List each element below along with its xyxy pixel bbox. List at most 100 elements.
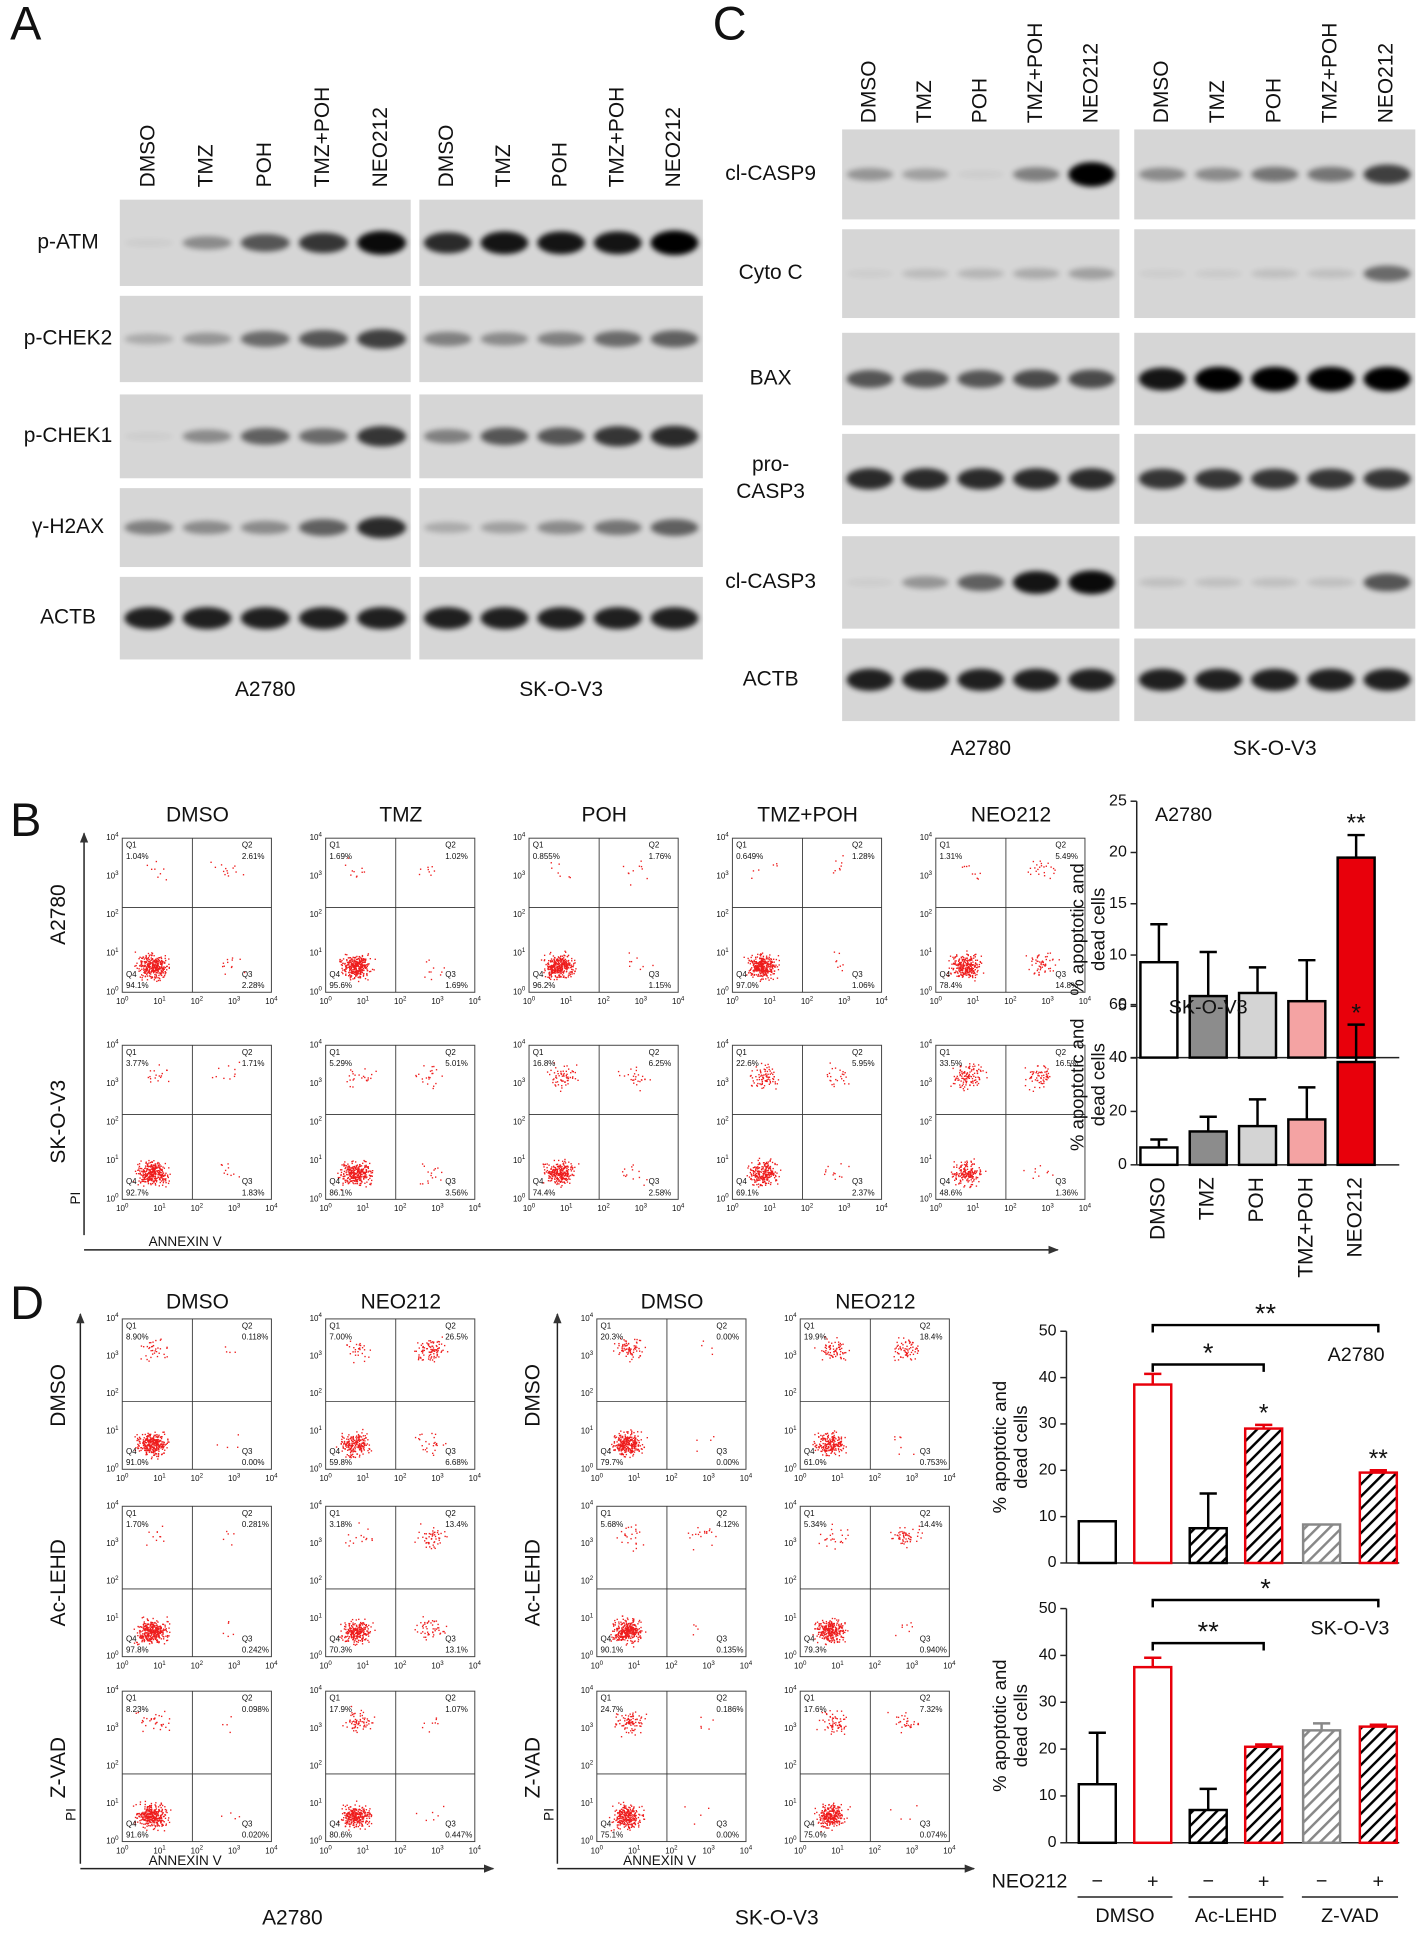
event-dot <box>417 1358 420 1361</box>
event-dot <box>155 1348 157 1350</box>
event-dot <box>760 1083 762 1086</box>
event-dot <box>563 1065 566 1067</box>
event-dot <box>145 971 147 973</box>
event-dot <box>149 1070 152 1072</box>
event-dot <box>432 1072 434 1075</box>
event-dot <box>770 1171 772 1174</box>
event-dot <box>161 968 164 970</box>
event-dot <box>158 966 161 968</box>
event-dot <box>137 1444 140 1446</box>
event-dot <box>961 968 963 970</box>
axis-tick-label: 100 <box>716 985 729 996</box>
event-dot <box>966 969 968 971</box>
event-dot <box>157 1452 160 1455</box>
event-dot <box>157 963 159 965</box>
event-dot <box>1032 1090 1035 1092</box>
event-dot <box>355 1182 357 1185</box>
event-dot <box>431 1359 434 1361</box>
blot-band <box>1068 570 1116 595</box>
event-dot <box>757 967 759 970</box>
tick-base: 10 <box>106 1079 115 1088</box>
event-dot <box>146 1435 148 1438</box>
event-dot <box>360 967 362 969</box>
event-dot <box>771 961 774 964</box>
event-dot <box>966 953 968 955</box>
event-dot <box>1032 1072 1034 1075</box>
event-dot <box>157 1161 159 1164</box>
event-dot <box>151 1161 153 1163</box>
blot-band <box>957 268 1005 279</box>
event-dot <box>152 1440 154 1442</box>
event-dot <box>165 1180 167 1182</box>
event-dot <box>771 1161 774 1164</box>
event-dot <box>756 968 759 971</box>
event-dot <box>363 961 365 963</box>
event-dot <box>164 967 167 969</box>
event-dot <box>765 1167 767 1170</box>
tick-exponent: 0 <box>522 1192 526 1199</box>
event-dot <box>352 1167 354 1170</box>
event-dot <box>138 1165 141 1168</box>
event-dot <box>548 1175 550 1177</box>
event-dot <box>548 965 551 967</box>
event-dot <box>146 1163 148 1165</box>
event-dot <box>429 1340 432 1342</box>
event-dot <box>364 1171 367 1174</box>
panel-label: C <box>713 0 747 49</box>
event-dot <box>770 958 773 961</box>
event-dot <box>773 1177 776 1179</box>
event-dot <box>550 958 553 960</box>
event-dot <box>567 1173 570 1175</box>
event-dot <box>159 1174 162 1176</box>
event-dot <box>353 1179 355 1182</box>
quadrant-percent: 91.0% <box>126 1458 149 1467</box>
tick-base: 10 <box>191 997 200 1006</box>
quadrant-percent: 1.76% <box>649 852 672 861</box>
event-dot <box>769 1079 771 1081</box>
axis-tick-label: 102 <box>716 908 729 919</box>
event-dot <box>973 971 976 974</box>
event-dot <box>143 1443 145 1446</box>
event-dot <box>156 1444 158 1446</box>
tick-exponent: 3 <box>115 1349 119 1356</box>
blot-band <box>957 573 1005 591</box>
event-dot <box>841 862 843 864</box>
event-dot <box>353 1172 356 1174</box>
quadrant-percent: 3.77% <box>126 1059 149 1068</box>
event-dot <box>967 1074 970 1077</box>
event-dot <box>756 1069 758 1071</box>
axis-tick-label: 100 <box>920 985 933 996</box>
event-dot <box>150 959 153 961</box>
event-dot <box>564 1171 566 1174</box>
event-dot <box>962 967 964 969</box>
blot-band <box>1138 577 1186 587</box>
event-dot <box>834 1178 836 1180</box>
event-dot <box>559 967 562 969</box>
event-dot <box>161 1445 164 1447</box>
event-dot <box>227 875 230 877</box>
event-dot <box>440 1351 442 1353</box>
event-dot <box>344 1164 346 1167</box>
event-dot <box>156 1177 158 1180</box>
event-dot <box>359 1342 361 1345</box>
event-dot <box>418 1354 420 1356</box>
event-dot <box>147 1182 150 1185</box>
event-dot <box>351 972 354 975</box>
event-dot <box>435 1349 438 1351</box>
event-dot <box>947 975 949 977</box>
event-dot <box>557 966 560 968</box>
event-dot <box>1040 963 1042 966</box>
event-dot <box>569 964 571 967</box>
event-dot <box>1038 954 1040 956</box>
event-dot <box>355 1440 357 1442</box>
tick-base: 10 <box>967 997 976 1006</box>
blot-band <box>124 333 174 345</box>
quadrant-percent: 5.29% <box>329 1059 352 1068</box>
tick-base: 10 <box>920 1079 929 1088</box>
event-dot <box>548 959 550 962</box>
event-dot <box>564 976 566 979</box>
event-dot <box>357 963 359 965</box>
event-dot <box>168 958 170 960</box>
event-dot <box>144 1448 146 1450</box>
event-dot <box>564 1177 567 1180</box>
